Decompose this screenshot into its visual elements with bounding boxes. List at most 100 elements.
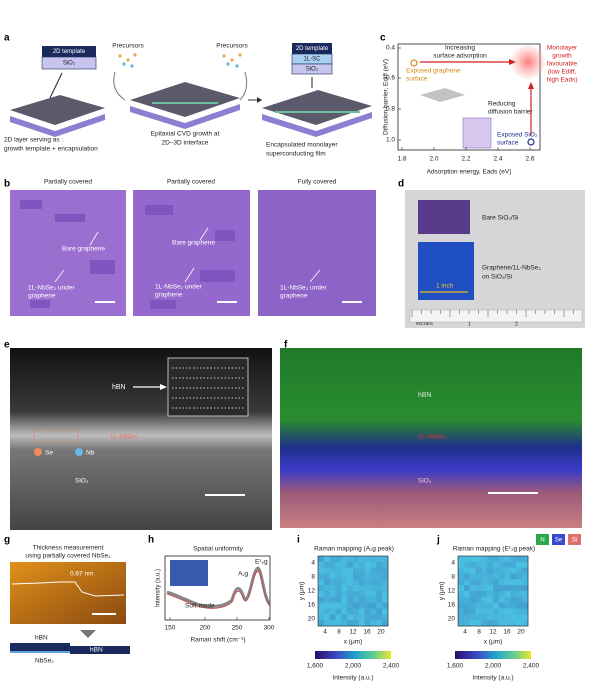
heatmap-cell [493,591,500,598]
x-tick-label: 12 [489,629,497,636]
label: y (μm) [439,582,446,601]
heatmap-cell [516,591,523,598]
sio2-lattice [462,117,492,149]
panel-label: c [380,33,386,44]
heatmap-cell [341,591,348,598]
nbse2-layer [10,651,70,653]
heatmap-cell [376,608,383,615]
heatmap-cell [504,608,511,615]
heatmap-cell [504,596,511,603]
heatmap-cell [516,567,523,574]
heatmap-cell [498,608,505,615]
heatmap-cell [335,561,342,568]
heatmap-cell [364,567,371,574]
highlight-box [33,429,79,443]
heatmap-cell [498,573,505,580]
heatmap-cell [376,561,383,568]
heatmap-cell [323,614,330,621]
heatmap-cell [376,602,383,609]
heatmap-cell [347,602,354,609]
colorbar-tick-label: 1,600 [307,663,324,670]
heatmap-cell [358,573,365,580]
label: growth [552,53,572,60]
heatmap-cell [347,556,354,563]
y-tick-label: 12 [448,588,456,595]
label: Nb [86,450,95,457]
label: A₁g [238,571,249,578]
panel-d-art [405,190,585,328]
label: surface [497,140,519,147]
label: 1 [468,321,471,327]
label: NbSe₂ [35,658,54,665]
heatmap-cell [481,614,488,621]
wafer-coated [418,242,474,300]
heatmap-cell [353,620,360,627]
heatmap-cell [347,620,354,627]
label: 2D template [53,49,86,55]
heatmap-cell [458,608,465,615]
heatmap-cell [353,579,360,586]
heatmap-cell [341,573,348,580]
label: 1L-SC [303,57,321,63]
heatmap-cell [522,591,529,598]
heatmap-cell [498,561,505,568]
x-tick-label: 8 [337,629,341,636]
heatmap-cell [364,561,371,568]
x-tick-label: 8 [477,629,481,636]
heatmap-cell [370,608,377,615]
flakes [20,200,235,309]
arrow [160,384,167,390]
legend-dot [75,448,83,456]
heatmap-cell [382,585,389,592]
heatmap-cell [510,585,517,592]
stack-layer [42,46,96,57]
colorbar-tick-label: 2,400 [383,663,400,670]
x-tick-label: 12 [349,629,357,636]
arrow [49,72,63,99]
y-tick-label: 1.0 [386,137,395,144]
heatmap-cell [458,573,465,580]
heatmap-cell [364,591,371,598]
heatmap-cell [510,561,517,568]
heatmap-cell [358,608,365,615]
pointer-lines [54,227,321,283]
heatmap-cell [504,602,511,609]
heatmap-cell [493,556,500,563]
heatmap-cell [463,596,470,603]
panel-label: j [436,535,440,546]
heatmap-cell [329,614,336,621]
heatmap-cell [370,561,377,568]
heatmap-cell [510,567,517,574]
heatmap-cell [323,620,330,627]
heatmap-cell [376,579,383,586]
panel-f-art [280,348,582,545]
heatmap-cell [335,608,342,615]
heatmap-cell [481,620,488,627]
heatmap-cell [382,614,389,621]
wafer-bare [418,200,470,234]
heatmap-cell [493,573,500,580]
heatmap-cell [323,591,330,598]
heatmap-cell [341,620,348,627]
heatmap-cell [458,556,465,563]
heatmap-cell [487,614,494,621]
heatmap-cell [341,608,348,615]
heatmap-cell [522,602,529,609]
heatmap-cell [347,614,354,621]
heatmap-cell [364,602,371,609]
heatmap-cell [364,573,371,580]
heatmap-cell [493,602,500,609]
heatmap-cell [364,620,371,627]
stack-layer [292,43,332,54]
tip [80,630,96,638]
label: 1L-NbSe₂ [418,434,447,441]
heatmap-cell [353,608,360,615]
heatmap-cell [458,585,465,592]
heatmap-cell [498,602,505,609]
heatmap-cell [475,579,482,586]
heatmap-cell [329,591,336,598]
heatmap-cell [504,614,511,621]
spectra [166,566,272,608]
hbn-layer [10,643,70,651]
graphene-point [410,59,418,67]
